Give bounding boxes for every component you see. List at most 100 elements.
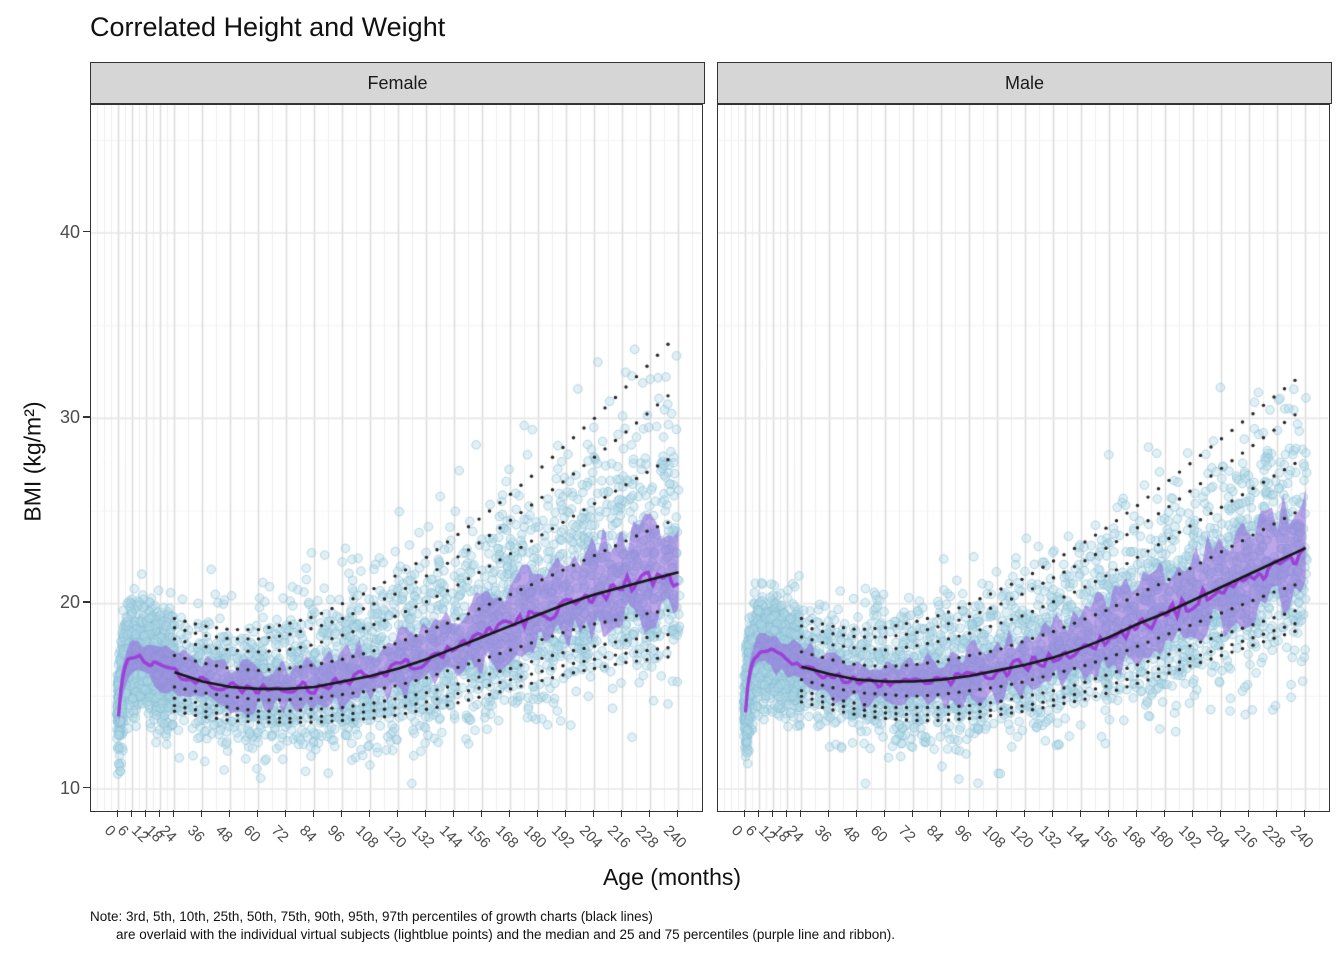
x-tick-mark — [1051, 810, 1054, 817]
x-tick-mark — [228, 810, 231, 817]
x-tick-label: 72 — [895, 821, 920, 846]
x-tick-mark — [256, 810, 259, 817]
x-tick-label: 84 — [923, 821, 948, 846]
x-tick-mark — [757, 810, 760, 817]
x-tick-mark — [771, 810, 774, 817]
x-tick-label: 96 — [324, 821, 349, 846]
x-tick-mark — [284, 810, 287, 817]
x-tick-label: 228 — [1259, 821, 1290, 852]
x-tick-mark — [200, 810, 203, 817]
x-tick-mark — [564, 810, 567, 817]
x-tick-mark — [508, 810, 511, 817]
x-tick-mark — [785, 810, 788, 817]
x-tick-label: 132 — [408, 821, 439, 852]
x-tick-label: 60 — [867, 821, 892, 846]
x-tick-label: 192 — [1175, 821, 1206, 852]
x-tick-label: 156 — [464, 821, 495, 852]
x-tick-label: 240 — [660, 821, 691, 852]
scatter-plot-canvas-female — [91, 104, 701, 810]
x-tick-mark — [1163, 810, 1166, 817]
x-tick-mark — [368, 810, 371, 817]
x-tick-mark — [312, 810, 315, 817]
x-tick-mark — [130, 810, 133, 817]
facet-panel-female — [90, 103, 703, 812]
x-tick-mark — [883, 810, 886, 817]
y-axis-title: BMI (kg/m²) — [19, 401, 46, 522]
x-tick-label: 36 — [811, 821, 836, 846]
x-tick-label: 132 — [1035, 821, 1066, 852]
x-tick-mark — [827, 810, 830, 817]
x-tick-label: 60 — [240, 821, 265, 846]
y-tick-label: 30 — [59, 406, 80, 427]
x-tick-mark — [743, 810, 746, 817]
x-tick-mark — [995, 810, 998, 817]
footnote: Note: 3rd, 5th, 10th, 25th, 50th, 75th, … — [90, 908, 895, 944]
x-tick-label: 0 — [727, 821, 746, 840]
x-tick-label: 120 — [380, 821, 411, 852]
x-tick-label: 24 — [783, 821, 808, 846]
facet-strip-label-female: Female — [367, 72, 428, 93]
facet-strip-female: Female — [90, 62, 705, 104]
y-tick-label: 20 — [59, 592, 80, 613]
x-axis-title: Age (months) — [602, 864, 742, 890]
facet-strip-male: Male — [717, 62, 1332, 104]
x-tick-label: 180 — [520, 821, 551, 852]
x-tick-mark — [1303, 810, 1306, 817]
x-tick-mark — [396, 810, 399, 817]
x-tick-mark — [158, 810, 161, 817]
x-tick-label: 144 — [436, 821, 467, 852]
footnote-line-1: Note: 3rd, 5th, 10th, 25th, 50th, 75th, … — [90, 909, 653, 924]
x-tick-mark — [1023, 810, 1026, 817]
x-tick-label: 72 — [268, 821, 293, 846]
x-tick-label: 144 — [1063, 821, 1094, 852]
x-tick-label: 48 — [839, 821, 864, 846]
x-tick-mark — [939, 810, 942, 817]
x-tick-label: 240 — [1287, 821, 1318, 852]
y-tick-mark — [83, 601, 90, 604]
x-tick-label: 156 — [1091, 821, 1122, 852]
x-tick-label: 216 — [1231, 821, 1262, 852]
x-tick-label: 24 — [156, 821, 181, 846]
x-tick-label: 228 — [632, 821, 663, 852]
x-tick-mark — [1135, 810, 1138, 817]
x-tick-label: 204 — [1203, 821, 1234, 852]
x-tick-label: 192 — [548, 821, 579, 852]
x-tick-mark — [536, 810, 539, 817]
x-tick-label: 108 — [979, 821, 1010, 852]
x-tick-mark — [172, 810, 175, 817]
x-tick-mark — [1219, 810, 1222, 817]
facet-panel-male — [717, 103, 1330, 812]
footnote-line-2: are overlaid with the individual virtual… — [116, 927, 895, 942]
y-tick-mark — [83, 786, 90, 789]
x-tick-mark — [1107, 810, 1110, 817]
x-tick-label: 168 — [492, 821, 523, 852]
x-tick-mark — [424, 810, 427, 817]
plot-title: Correlated Height and Weight — [90, 12, 446, 42]
x-tick-label: 216 — [604, 821, 635, 852]
x-tick-mark — [1275, 810, 1278, 817]
x-tick-label: 48 — [212, 821, 237, 846]
y-tick-label: 10 — [59, 777, 80, 798]
scatter-plot-canvas-male — [718, 104, 1328, 810]
y-tick-mark — [83, 416, 90, 418]
x-tick-mark — [676, 810, 679, 817]
y-tick-mark — [83, 230, 90, 233]
x-tick-label: 96 — [951, 821, 976, 846]
x-tick-mark — [620, 810, 623, 817]
x-tick-mark — [1191, 810, 1194, 817]
x-tick-mark — [648, 810, 651, 817]
x-tick-mark — [911, 810, 914, 817]
x-tick-mark — [967, 810, 970, 817]
x-tick-mark — [799, 810, 802, 817]
x-tick-mark — [1247, 810, 1250, 817]
x-tick-mark — [144, 810, 147, 817]
x-tick-mark — [116, 810, 119, 817]
x-tick-mark — [480, 810, 483, 817]
x-tick-label: 108 — [352, 821, 383, 852]
x-tick-label: 180 — [1147, 821, 1178, 852]
y-tick-label: 40 — [59, 221, 80, 242]
x-tick-label: 84 — [296, 821, 321, 846]
x-tick-mark — [592, 810, 595, 817]
facet-strip-label-male: Male — [1004, 72, 1044, 93]
x-tick-label: 36 — [184, 821, 209, 846]
